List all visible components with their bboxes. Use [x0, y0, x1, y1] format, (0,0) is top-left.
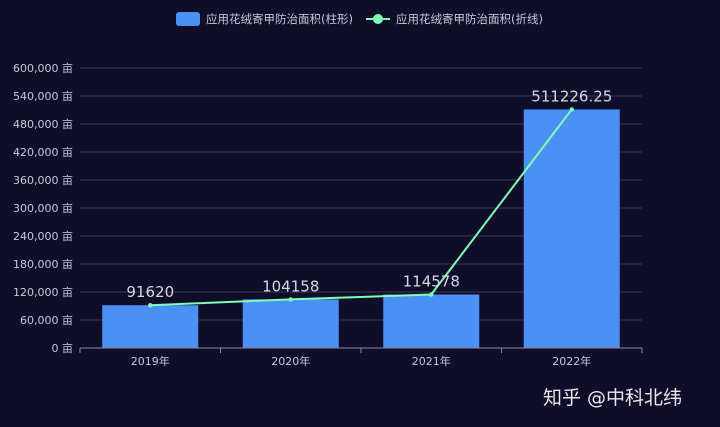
- grid-lines: [80, 67, 642, 321]
- y-tick-label: 60,000 亩: [20, 313, 73, 327]
- y-tick-label: 600,000 亩: [13, 61, 73, 75]
- line-series: [148, 107, 574, 308]
- data-label: 114578: [403, 273, 460, 291]
- bar-series: [102, 109, 620, 348]
- y-tick-label: 120,000 亩: [13, 285, 73, 299]
- watermark: 知乎 @中科北纬: [543, 387, 682, 409]
- y-tick-label: 240,000 亩: [13, 229, 73, 243]
- line-point: [148, 303, 153, 308]
- line-point: [569, 107, 574, 112]
- x-tick-label: 2021年: [412, 354, 451, 368]
- y-tick-label: 0 亩: [52, 341, 74, 355]
- legend-swatch-marker: [373, 14, 383, 24]
- line-path: [150, 108, 573, 307]
- x-tick-label: 2022年: [552, 354, 591, 368]
- legend[interactable]: 应用花绒寄甲防治面积(柱形) 应用花绒寄甲防治面积(折线): [176, 12, 543, 26]
- x-tick-label: 2020年: [271, 354, 310, 368]
- y-axis-ticks: 0 亩 60,000 亩 120,000 亩 180,000 亩 240,000 亩 30…: [13, 61, 73, 355]
- legend-item-bar[interactable]: 应用花绒寄甲防治面积(柱形): [176, 12, 353, 26]
- line-point: [429, 292, 434, 297]
- data-label: 511226.25: [531, 87, 612, 105]
- x-tick-label: 2019年: [131, 354, 170, 368]
- legend-item-line[interactable]: 应用花绒寄甲防治面积(折线): [366, 12, 543, 26]
- y-tick-label: 300,000 亩: [13, 201, 73, 215]
- legend-label: 应用花绒寄甲防治面积(柱形): [206, 12, 353, 26]
- bar: [383, 294, 480, 348]
- bar: [242, 299, 339, 348]
- bar: [523, 109, 620, 348]
- y-tick-label: 180,000 亩: [13, 257, 73, 271]
- data-labels: 91620 104158 114578 511226.25: [126, 87, 612, 301]
- y-tick-label: 420,000 亩: [13, 145, 73, 159]
- line-point: [288, 297, 293, 302]
- bar: [102, 305, 199, 348]
- y-tick-label: 480,000 亩: [13, 117, 73, 131]
- data-label: 104158: [262, 277, 319, 295]
- legend-label: 应用花绒寄甲防治面积(折线): [396, 12, 543, 26]
- y-tick-label: 360,000 亩: [13, 173, 73, 187]
- data-label: 91620: [126, 283, 174, 301]
- x-axis: 2019年 2020年 2021年 2022年: [79, 347, 643, 368]
- y-tick-label: 540,000 亩: [13, 89, 73, 103]
- legend-swatch-bar: [176, 12, 200, 26]
